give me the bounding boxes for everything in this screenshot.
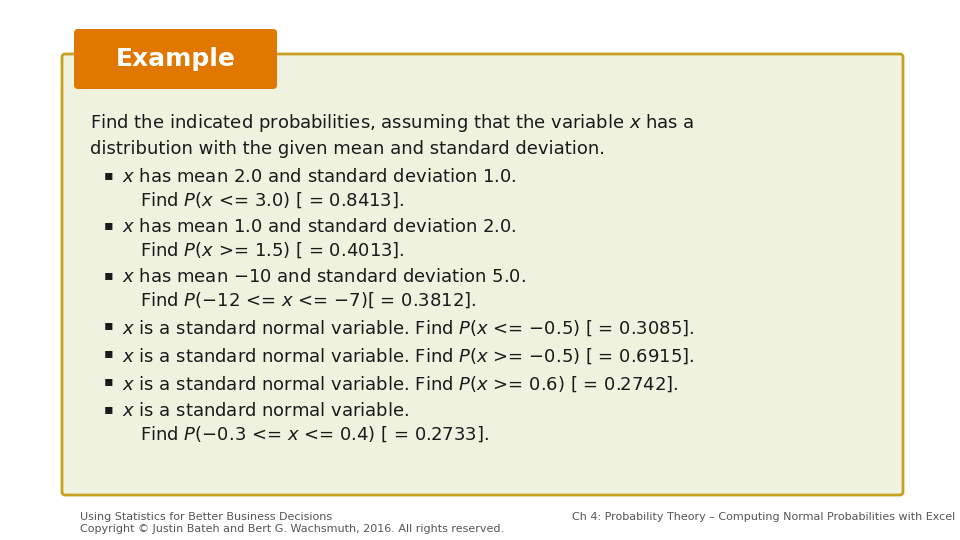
Text: ▪: ▪ [104, 402, 113, 416]
Text: ▪: ▪ [104, 374, 113, 388]
Text: Find the indicated probabilities, assuming that the variable $\mathit{x}$ has a: Find the indicated probabilities, assumi… [90, 112, 694, 134]
Text: $\mathit{x}$ has mean 2.0 and standard deviation 1.0.: $\mathit{x}$ has mean 2.0 and standard d… [122, 168, 516, 186]
Text: $\mathit{x}$ has mean 1.0 and standard deviation 2.0.: $\mathit{x}$ has mean 1.0 and standard d… [122, 218, 516, 236]
Text: ▪: ▪ [104, 218, 113, 232]
Text: $\mathit{x}$ is a standard normal variable. Find $\mathit{P}$($\mathit{x}$ >= 0.: $\mathit{x}$ is a standard normal variab… [122, 374, 679, 394]
Text: distribution with the given mean and standard deviation.: distribution with the given mean and sta… [90, 140, 605, 158]
Text: Copyright © Justin Bateh and Bert G. Wachsmuth, 2016. All rights reserved.: Copyright © Justin Bateh and Bert G. Wac… [80, 524, 504, 534]
Text: Find $\mathit{P}$(−12 <= $\mathit{x}$ <= −7)[ = 0.3812].: Find $\mathit{P}$(−12 <= $\mathit{x}$ <=… [140, 290, 476, 309]
Text: ▪: ▪ [104, 268, 113, 282]
Text: Using Statistics for Better Business Decisions: Using Statistics for Better Business Dec… [80, 512, 332, 522]
FancyBboxPatch shape [74, 29, 277, 89]
Text: $\mathit{x}$ is a standard normal variable. Find $\mathit{P}$($\mathit{x}$ <= −0: $\mathit{x}$ is a standard normal variab… [122, 318, 694, 338]
Text: ▪: ▪ [104, 168, 113, 182]
Text: $\mathit{x}$ is a standard normal variable.: $\mathit{x}$ is a standard normal variab… [122, 402, 409, 420]
Text: Find $\mathit{P}$(−0.3 <= $\mathit{x}$ <= 0.4) [ = 0.2733].: Find $\mathit{P}$(−0.3 <= $\mathit{x}$ <… [140, 424, 489, 443]
Text: ▪: ▪ [104, 346, 113, 360]
Text: $\mathit{x}$ is a standard normal variable. Find $\mathit{P}$($\mathit{x}$ >= −0: $\mathit{x}$ is a standard normal variab… [122, 346, 694, 366]
Text: $\mathit{x}$ has mean −10 and standard deviation 5.0.: $\mathit{x}$ has mean −10 and standard d… [122, 268, 526, 286]
Text: ▪: ▪ [104, 318, 113, 332]
FancyBboxPatch shape [62, 54, 903, 495]
Text: Find $\mathit{P}$($\mathit{x}$ >= 1.5) [ = 0.4013].: Find $\mathit{P}$($\mathit{x}$ >= 1.5) [… [140, 240, 405, 260]
Text: Ch 4: Probability Theory – Computing Normal Probabilities with Excel: Ch 4: Probability Theory – Computing Nor… [572, 512, 955, 522]
Text: Find $\mathit{P}$($\mathit{x}$ <= 3.0) [ = 0.8413].: Find $\mathit{P}$($\mathit{x}$ <= 3.0) [… [140, 190, 404, 210]
Text: Example: Example [115, 47, 235, 71]
